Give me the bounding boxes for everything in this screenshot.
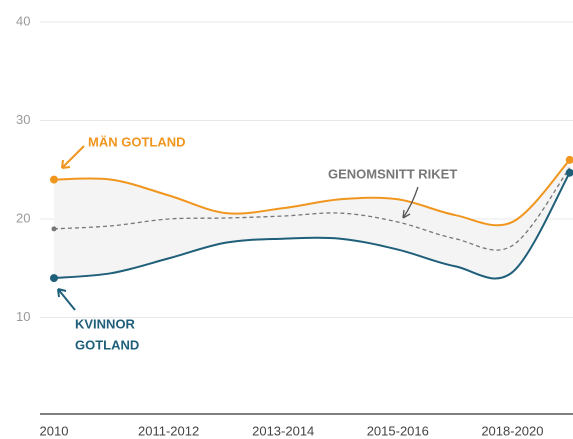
x-tick-label: 2011-2012 [138,423,199,438]
band-fill [54,159,570,279]
point [565,168,573,177]
plot: 10 20 30 40 2010 2011-2012 2013-2014 2015-2016 2… [16,13,573,438]
point [51,226,57,232]
arrow [61,145,85,169]
annotation: GENOMSNITT RIKET [328,166,457,181]
x-tick-label: 2010 [40,423,69,438]
x-tick-label: 2018-2020 [481,423,543,438]
annotation: MÄN GOTLAND [88,134,186,149]
y-tick-label: 10 [16,309,30,324]
line [53,172,571,280]
arrows [57,145,419,311]
point [50,175,58,184]
x-tick-label: 2015-2016 [367,423,429,438]
point [565,155,573,164]
y-tick-label: 20 [16,210,30,225]
arrow [402,186,419,219]
annotation: GOTLAND [75,337,139,352]
point [50,274,58,283]
x-tick-label: 2013-2014 [252,423,314,438]
line [53,159,571,227]
y-tick-label: 40 [16,13,30,28]
line [53,167,571,251]
arrow [57,288,76,311]
annotation: KVINNOR [75,316,136,331]
y-tick-label: 30 [16,112,30,127]
